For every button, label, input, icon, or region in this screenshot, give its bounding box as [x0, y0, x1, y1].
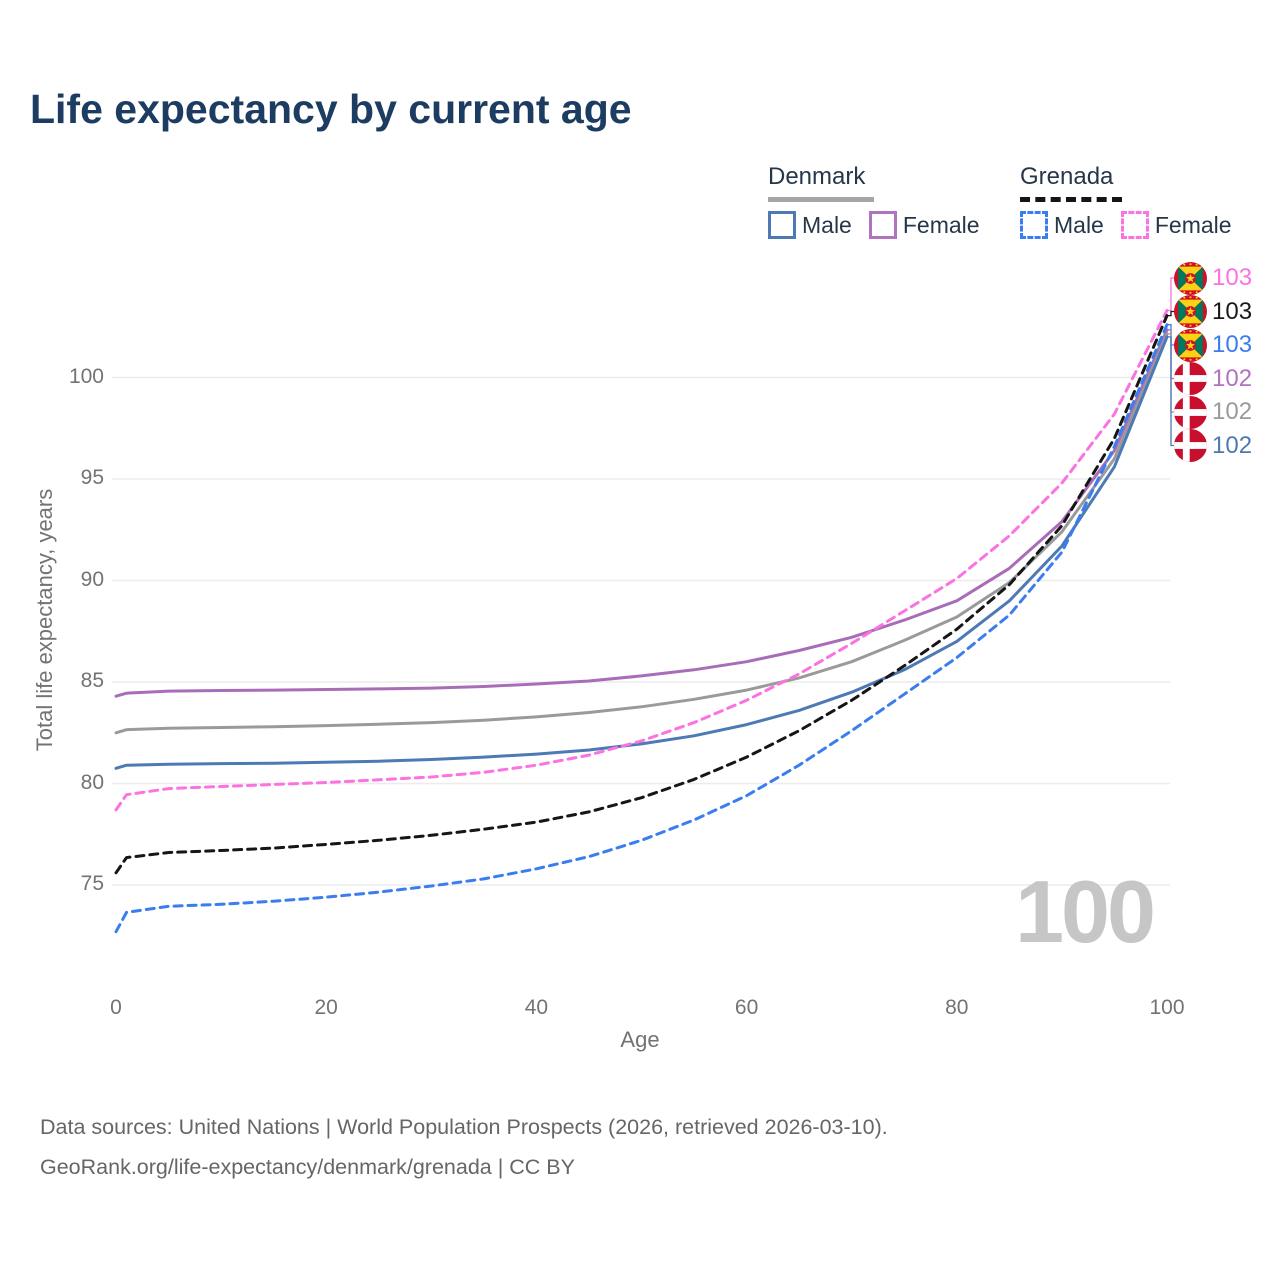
series-line-grenada-both: [114, 314, 1169, 875]
end-value: 102: [1212, 364, 1253, 392]
data-sources-line: Data sources: United Nations | World Pop…: [40, 1115, 888, 1139]
grenada-flag-icon: [1174, 261, 1207, 295]
denmark-male-label: Male: [802, 211, 852, 238]
end-value: 103: [1212, 264, 1253, 291]
legend-group-grenada: Grenada Male Female: [1020, 163, 1232, 239]
y-tick-75: 75: [80, 872, 104, 895]
legend-group-denmark: Denmark Male Female: [768, 163, 980, 239]
denmark-male-swatch: [768, 211, 796, 239]
legend-denmark-items: Male Female: [768, 211, 980, 239]
series-line-grenada-female: [114, 309, 1169, 812]
denmark-flag-icon: [1174, 395, 1207, 429]
y-tick-90: 90: [80, 567, 104, 591]
denmark-flag-icon: [1174, 362, 1207, 395]
series-line-denmark-male: [114, 335, 1169, 770]
y-tick-85: 85: [80, 669, 104, 692]
series-line-grenada-male: [114, 323, 1169, 934]
page-title: Life expectancy by current age: [30, 86, 632, 132]
end-label-denmark-male: 102: [1174, 429, 1252, 463]
footer-attribution: Data sources: United Nations | World Pop…: [40, 1108, 888, 1188]
x-tick-80: 80: [945, 996, 969, 1019]
y-tick-100: 100: [68, 364, 104, 388]
denmark-flag-icon: [1174, 429, 1207, 462]
grenada-male-swatch: [1020, 211, 1048, 239]
end-value: 102: [1212, 398, 1253, 425]
x-tick-40: 40: [524, 996, 549, 1019]
x-tick-20: 20: [314, 996, 338, 1019]
end-label-connector: [1167, 277, 1176, 312]
denmark-solid-line-sample: [768, 197, 874, 202]
legend-item-denmark-male[interactable]: Male: [768, 211, 852, 239]
legend-item-denmark-female[interactable]: Female: [868, 211, 980, 239]
y-tick-80: 80: [80, 770, 104, 794]
grenada-female-swatch: [1120, 211, 1149, 239]
grenada-flag-icon: [1174, 328, 1207, 362]
grenada-male-label: Male: [1054, 211, 1104, 238]
x-tick-60: 60: [734, 996, 759, 1019]
y-axis-title: Total life expectancy, years: [32, 488, 57, 752]
end-value: 103: [1212, 331, 1253, 358]
end-label-denmark-female: 102: [1174, 362, 1252, 396]
series-line-denmark-both: [114, 332, 1169, 735]
denmark-female-swatch: [868, 211, 897, 239]
end-label-grenada-both: 103: [1174, 295, 1252, 329]
end-value: 102: [1212, 431, 1253, 459]
legend-grenada-items: Male Female: [1020, 211, 1232, 239]
end-label-grenada-male: 103: [1174, 328, 1252, 362]
legend-country-denmark-label: Denmark: [768, 163, 866, 190]
grenada-dashed-line-sample: [1020, 197, 1122, 202]
age-indicator-watermark: 100: [1015, 862, 1156, 961]
legend-item-grenada-female[interactable]: Female: [1120, 211, 1232, 239]
grenada-flag-icon: [1174, 295, 1207, 328]
end-value: 103: [1212, 297, 1253, 325]
end-label-denmark-both: 102: [1174, 395, 1252, 429]
end-label-connector: [1167, 336, 1176, 447]
legend-item-grenada-male[interactable]: Male: [1020, 211, 1104, 239]
x-axis-title: Age: [620, 1027, 660, 1052]
y-tick-95: 95: [80, 466, 104, 489]
series-line-denmark-female: [114, 328, 1169, 698]
legend-country-grenada-label: Grenada: [1020, 163, 1114, 190]
georank-url-line: GeoRank.org/life-expectancy/denmark/gren…: [40, 1154, 575, 1179]
denmark-female-label: Female: [902, 211, 980, 238]
x-tick-0: 0: [110, 996, 122, 1019]
x-tick-100: 100: [1149, 996, 1185, 1019]
end-label-grenada-female: 103: [1174, 261, 1252, 295]
end-label-connector: [1167, 310, 1176, 317]
grenada-female-label: Female: [1154, 211, 1232, 238]
